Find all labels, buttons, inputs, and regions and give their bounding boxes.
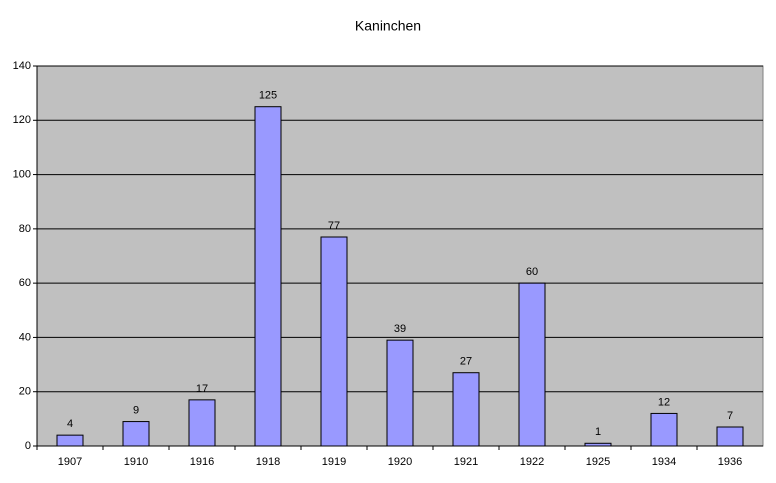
bar: [452, 372, 480, 447]
bar: [320, 236, 348, 447]
y-tick-label: 140: [13, 60, 31, 72]
bar: [386, 339, 414, 447]
data-label: 125: [259, 90, 277, 102]
x-tick-label: 1922: [520, 456, 544, 468]
bar: [650, 412, 678, 447]
x-tick-label: 1936: [718, 456, 742, 468]
data-label: 9: [133, 404, 139, 416]
y-tick-label: 60: [19, 277, 31, 289]
x-tick-label: 1919: [322, 456, 346, 468]
x-tick-label: 1925: [586, 456, 610, 468]
data-label: 17: [196, 383, 208, 395]
data-label: 7: [727, 410, 733, 422]
bar: [518, 282, 546, 447]
bar: [188, 399, 216, 447]
data-label: 27: [460, 356, 472, 368]
x-tick-label: 1918: [256, 456, 280, 468]
data-label: 1: [595, 426, 601, 438]
y-tick-label: 0: [25, 440, 31, 452]
y-tick-label: 120: [13, 114, 31, 126]
bar: [584, 442, 612, 447]
bar: [56, 434, 84, 447]
bar: [716, 426, 744, 447]
data-label: 4: [67, 418, 73, 430]
x-tick-label: 1934: [652, 456, 676, 468]
chart-title: Kaninchen: [355, 18, 421, 34]
y-tick-label: 100: [13, 168, 31, 180]
bar: [122, 421, 150, 447]
y-tick-label: 20: [19, 386, 31, 398]
bar: [254, 106, 282, 447]
x-tick-label: 1921: [454, 456, 478, 468]
data-label: 39: [394, 323, 406, 335]
y-tick-label: 40: [19, 331, 31, 343]
x-tick-label: 1910: [124, 456, 148, 468]
y-tick-label: 80: [19, 223, 31, 235]
x-tick-label: 1907: [58, 456, 82, 468]
x-tick-label: 1920: [388, 456, 412, 468]
data-label: 60: [526, 266, 538, 278]
data-label: 77: [328, 220, 340, 232]
x-tick-label: 1916: [190, 456, 214, 468]
data-label: 12: [658, 396, 670, 408]
